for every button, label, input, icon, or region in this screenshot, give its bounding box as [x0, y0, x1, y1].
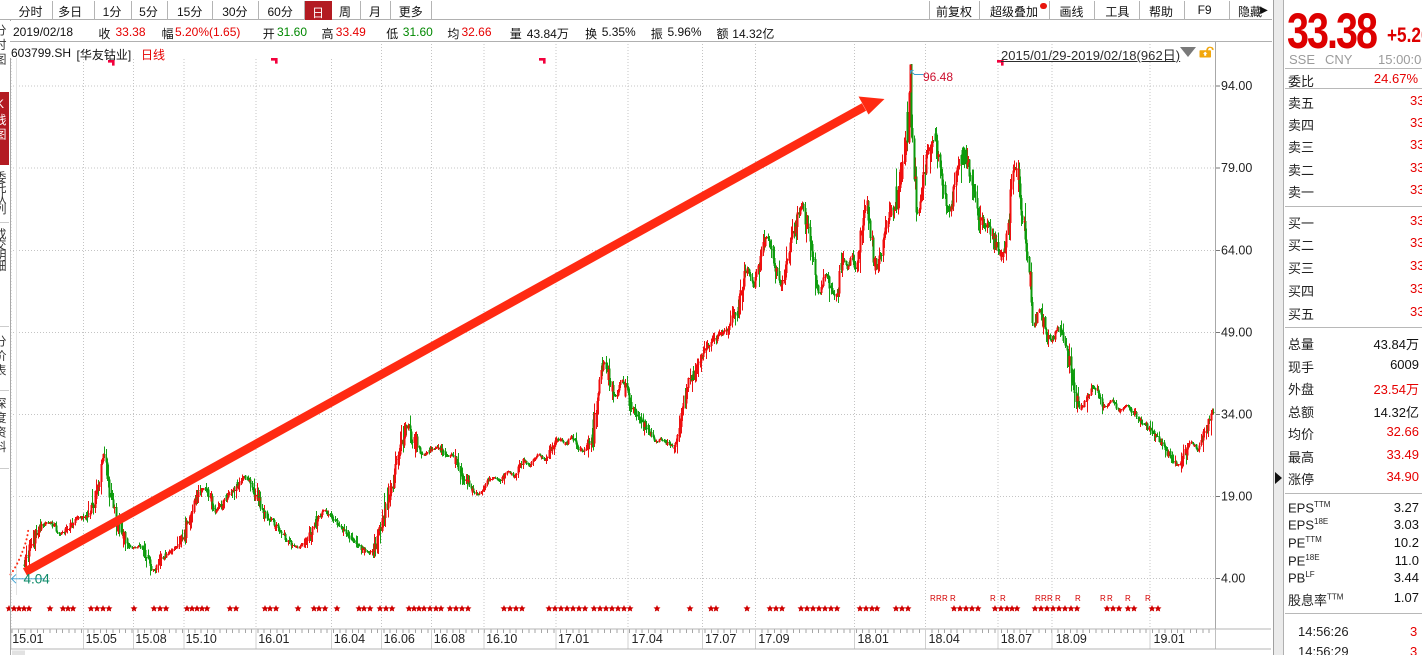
svg-text:R: R [1107, 594, 1113, 603]
svg-text:R: R [1125, 594, 1131, 603]
svg-text:15.08: 15.08 [135, 632, 166, 646]
svg-text:R: R [1100, 594, 1106, 603]
svg-text:49.00: 49.00 [1221, 326, 1252, 340]
svg-text:R: R [1145, 594, 1151, 603]
svg-text:R: R [950, 594, 956, 603]
svg-text:19.01: 19.01 [1154, 632, 1185, 646]
svg-text:R: R [1000, 594, 1006, 603]
svg-text:R: R [936, 594, 942, 603]
svg-text:15.05: 15.05 [86, 632, 117, 646]
svg-text:64.00: 64.00 [1221, 244, 1252, 258]
svg-text:R: R [990, 594, 996, 603]
svg-text:R: R [942, 594, 948, 603]
svg-text:R: R [1041, 594, 1047, 603]
svg-text:17.07: 17.07 [705, 632, 736, 646]
svg-text:18.07: 18.07 [1001, 632, 1032, 646]
svg-text:34.00: 34.00 [1221, 408, 1252, 422]
svg-text:R: R [1075, 594, 1081, 603]
svg-text:4.00: 4.00 [1221, 572, 1245, 586]
svg-text:94.00: 94.00 [1221, 79, 1252, 93]
svg-text:18.01: 18.01 [858, 632, 889, 646]
svg-text:18.09: 18.09 [1056, 632, 1087, 646]
svg-text:16.04: 16.04 [334, 632, 365, 646]
svg-text:17.09: 17.09 [758, 632, 789, 646]
svg-text:4.04: 4.04 [24, 572, 51, 587]
svg-text:16.08: 16.08 [434, 632, 465, 646]
svg-text:15.01: 15.01 [12, 632, 43, 646]
svg-text:16.01: 16.01 [258, 632, 289, 646]
svg-text:96.48: 96.48 [923, 70, 953, 84]
svg-text:16.06: 16.06 [384, 632, 415, 646]
svg-text:18.04: 18.04 [929, 632, 960, 646]
svg-text:79.00: 79.00 [1221, 161, 1252, 175]
svg-text:17.01: 17.01 [558, 632, 589, 646]
svg-text:R: R [1055, 594, 1061, 603]
svg-text:R: R [1035, 594, 1041, 603]
svg-text:R: R [930, 594, 936, 603]
svg-text:19.00: 19.00 [1221, 490, 1252, 504]
svg-text:15.10: 15.10 [186, 632, 217, 646]
svg-text:17.04: 17.04 [632, 632, 663, 646]
svg-text:16.10: 16.10 [486, 632, 517, 646]
svg-text:R: R [1047, 594, 1053, 603]
